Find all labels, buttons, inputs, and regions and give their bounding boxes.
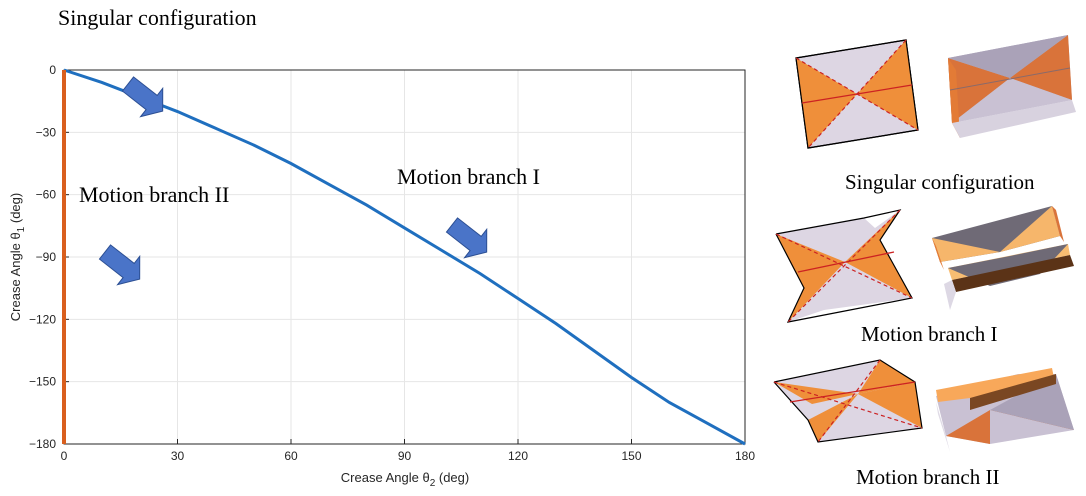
singular-3d-model	[948, 35, 1076, 138]
y-tick-label-2: −60	[36, 188, 57, 202]
caption-branch2: Motion branch II	[856, 465, 999, 489]
branch2-flat-pattern	[773, 359, 923, 443]
x-axis-label: Crease Angle θ2 (deg)	[341, 470, 469, 489]
annotation-branch1: Motion branch I	[397, 164, 540, 189]
annotation-branch2: Motion branch II	[79, 182, 229, 207]
series-layer	[62, 68, 746, 446]
y-tick-label-4: −120	[29, 312, 56, 326]
branch1-3d-model	[932, 206, 1074, 310]
x-tick-label-3: 90	[398, 449, 412, 463]
axis-ticks: 0 30 60 90 120 150 180 0 −30 −60 −90 −120 −150 −180	[29, 63, 755, 463]
singular-flat-pattern	[795, 39, 919, 149]
arrow-icon-branch2	[98, 244, 141, 286]
x-tick-label-2: 60	[284, 449, 298, 463]
chart: 0 30 60 90 120 150 180 0 −30 −60 −90 −120 −150 −180 C…	[8, 5, 755, 489]
arrow-icon-branch1	[445, 217, 488, 259]
caption-singular: Singular configuration	[845, 170, 1035, 194]
arrow-icon-singular	[121, 76, 164, 118]
y-tick-label-5: −150	[29, 375, 56, 389]
x-tick-label-5: 150	[621, 449, 641, 463]
y-tick-label-6: −180	[29, 437, 56, 451]
branch1-flat-pattern	[775, 209, 913, 323]
y-tick-label-0: 0	[49, 63, 56, 77]
caption-branch1: Motion branch I	[861, 322, 997, 346]
x-tick-label-0: 0	[61, 449, 68, 463]
x-tick-label-1: 30	[171, 449, 185, 463]
y-tick-label-3: −90	[36, 250, 57, 264]
x-tick-label-6: 180	[735, 449, 755, 463]
y-tick-label-1: −30	[36, 125, 57, 139]
annotation-singular: Singular configuration	[58, 5, 257, 30]
x-tick-label-4: 120	[508, 449, 528, 463]
branch2-3d-model	[936, 368, 1074, 452]
y-axis-label: Crease Angle θ1 (deg)	[8, 193, 27, 321]
